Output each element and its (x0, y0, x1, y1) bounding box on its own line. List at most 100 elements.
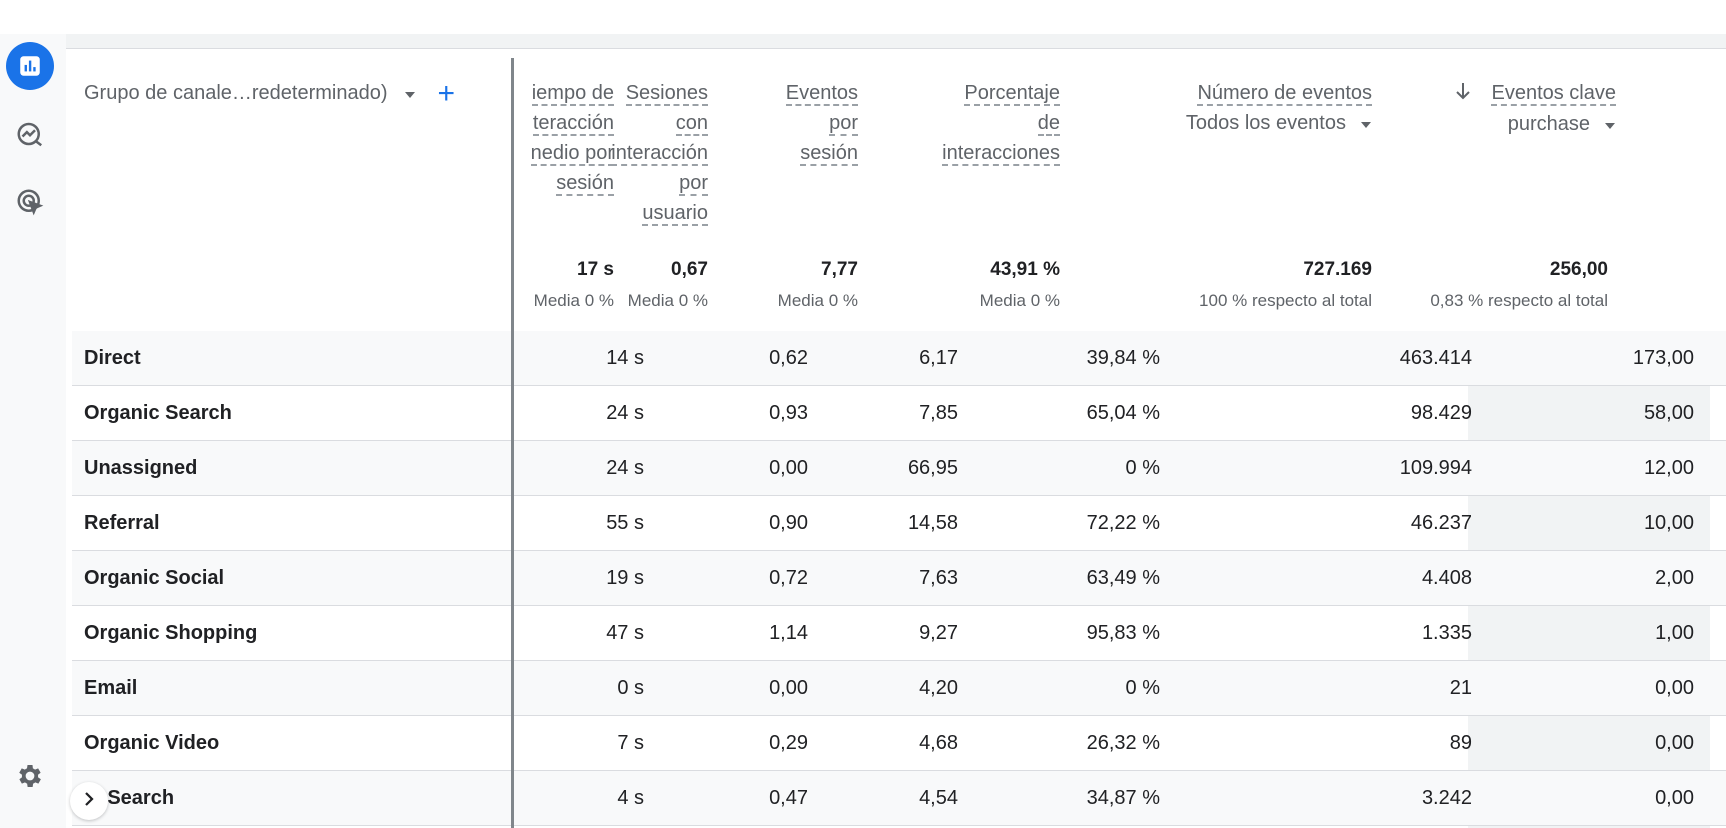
col-label-text: iempo de (531, 82, 614, 106)
row-metric-cell: 7,63 (919, 567, 958, 589)
row-metric-cell: 1.335 (1421, 622, 1472, 644)
row-metric-cell: 21 (1449, 677, 1472, 699)
row-metric-cell: 24 s (606, 402, 644, 424)
col-label-text: Porcentaje (964, 82, 1060, 106)
row-metric-cell: 463.414 (1399, 347, 1472, 369)
total-value: 7,77 (821, 259, 858, 280)
table-row[interactable]: Organic Video 7 s 0,29 4,68 26,32 % 89 0,00 (72, 716, 1726, 771)
col-label-text: usuario (642, 202, 708, 226)
row-dimension-value[interactable]: Direct (84, 347, 141, 369)
col-label-line: Porcentaje (942, 78, 1060, 108)
row-metric-cell: 3.242 (1421, 787, 1472, 809)
table-row[interactable]: Direct 14 s 0,62 6,17 39,84 % 463.414 173,00 (72, 331, 1726, 386)
row-dimension-value[interactable]: Organic Video (84, 732, 220, 754)
row-metric-cell: 9,27 (919, 622, 958, 644)
explore-button[interactable] (6, 110, 54, 158)
col-label-text: por (829, 112, 858, 136)
explore-icon (15, 119, 45, 149)
row-dimension-value[interactable]: Organic Social (84, 567, 225, 589)
expand-rail-button[interactable] (70, 782, 108, 820)
totals-engagement-rate: 43,91 % Media 0 % (980, 258, 1060, 312)
chevron-right-icon (80, 790, 98, 813)
table-row[interactable]: id Search 4 s 0,47 4,54 34,87 % 3.242 0,00 (72, 771, 1726, 826)
col-label-text: Sesiones (625, 82, 708, 106)
col-label-text: Número de eventos (1197, 82, 1372, 106)
col-label-text: Eventos (785, 82, 858, 106)
col-label-line: interacción (611, 138, 708, 168)
col-header-engaged-sessions[interactable]: Sesiones con interacción por usuario (611, 78, 708, 228)
dimension-label[interactable]: Grupo de canale…redeterminado) (84, 82, 388, 104)
col-header-event-count[interactable]: Número de eventos Todos los eventos (1186, 78, 1372, 138)
row-metric-cell: 4,68 (919, 732, 958, 754)
row-metric-cell: 0,29 (769, 732, 808, 754)
col-label-text: Eventos clave (1491, 82, 1616, 106)
dimension-dropdown-icon[interactable] (404, 82, 416, 105)
col-label-text: interacción (611, 142, 708, 166)
col-header-events-per-session[interactable]: Eventos por sesión (785, 78, 858, 168)
row-metric-cell: 4.408 (1421, 567, 1472, 589)
total-subtext: 0,83 % respecto al total (1430, 291, 1608, 310)
row-metric-cell: 0,62 (769, 347, 808, 369)
frozen-column-divider[interactable] (511, 58, 514, 828)
table-row[interactable]: Organic Search 24 s 0,93 7,85 65,04 % 98.429 5… (72, 386, 1726, 441)
key-event-selector-dropdown[interactable]: purchase (1508, 109, 1616, 139)
row-metric-cell: 0,00 (1655, 787, 1694, 809)
row-metric-cell: 7 s (617, 732, 644, 754)
col-label-line: sesión (531, 168, 614, 198)
top-strip (66, 34, 1726, 49)
col-label-line: usuario (611, 198, 708, 228)
row-metric-cell: 14,58 (907, 512, 958, 534)
col-header-key-events[interactable]: Eventos clave purchase (1455, 78, 1616, 139)
total-subtext: Media 0 % (627, 291, 708, 310)
reports-icon (17, 53, 43, 79)
table-row[interactable]: Organic Social 19 s 0,72 7,63 63,49 % 4.408 2,… (72, 551, 1726, 606)
total-subtext: Media 0 % (777, 291, 858, 310)
row-metric-cell: 26,32 % (1086, 732, 1160, 754)
row-metric-cell: 0,00 (1655, 732, 1694, 754)
row-dimension-value[interactable]: Email (84, 677, 138, 699)
col-label-line: interacciones (942, 138, 1060, 168)
total-value: 43,91 % (990, 259, 1060, 280)
table-row[interactable]: Email 0 s 0,00 4,20 0 % 21 0,00 (72, 661, 1726, 716)
row-dimension-value[interactable]: Referral (84, 512, 160, 534)
col-label-text: por (679, 172, 708, 196)
totals-engagement-time: 17 s Media 0 % (534, 258, 614, 312)
row-dimension-value[interactable]: Organic Shopping (84, 622, 258, 644)
sort-arrow-down-icon[interactable] (1455, 79, 1471, 109)
advertising-button[interactable] (6, 178, 54, 226)
row-dimension-value[interactable]: Unassigned (84, 457, 198, 479)
table-row[interactable]: Unassigned 24 s 0,00 66,95 0 % 109.994 12,00 (72, 441, 1726, 496)
totals-event-count: 727.169 100 % respecto al total (1199, 258, 1372, 312)
row-metric-cell: 6,17 (919, 347, 958, 369)
row-metric-cell: 0 % (1125, 677, 1160, 699)
col-label-line: de (942, 108, 1060, 138)
col-label-text: sesión (800, 142, 858, 166)
col-label-text: de (1037, 112, 1060, 136)
row-metric-cell: 0,90 (769, 512, 808, 534)
col-label-line: sesión (786, 138, 858, 168)
row-metric-cell: 39,84 % (1086, 347, 1160, 369)
event-selector-dropdown[interactable]: Todos los eventos (1186, 108, 1372, 138)
total-subtext: 100 % respecto al total (1199, 291, 1372, 310)
row-metric-cell: 1,14 (769, 622, 808, 644)
table-row[interactable]: Referral 55 s 0,90 14,58 72,22 % 46.237 10,00 (72, 496, 1726, 551)
table-row[interactable]: Organic Shopping 47 s 1,14 9,27 95,83 % 1.335… (72, 606, 1726, 661)
dimension-header: Grupo de canale…redeterminado) + (84, 76, 456, 110)
total-value: 727.169 (1303, 259, 1372, 280)
row-metric-cell: 0,00 (1655, 677, 1694, 699)
col-label-text: teracción (532, 112, 614, 136)
col-header-engagement-rate[interactable]: Porcentaje de interacciones (942, 78, 1060, 168)
row-metric-cell: 0,00 (769, 457, 808, 479)
reports-button[interactable] (6, 42, 54, 90)
add-dimension-button[interactable]: + (437, 76, 456, 110)
col-header-engagement-time[interactable]: iempo de teracción nedio por sesión (530, 78, 614, 198)
settings-button[interactable] (6, 752, 54, 800)
key-event-selector-value: purchase (1507, 112, 1590, 135)
row-dimension-value[interactable]: Organic Search (84, 402, 232, 424)
col-label-text: nedio por (530, 142, 614, 166)
total-subtext: Media 0 % (533, 291, 614, 310)
row-metric-cell: 0 s (617, 677, 644, 699)
row-metric-cell: 4 s (617, 787, 644, 809)
totals-engaged-sessions: 0,67 Media 0 % (628, 258, 708, 312)
